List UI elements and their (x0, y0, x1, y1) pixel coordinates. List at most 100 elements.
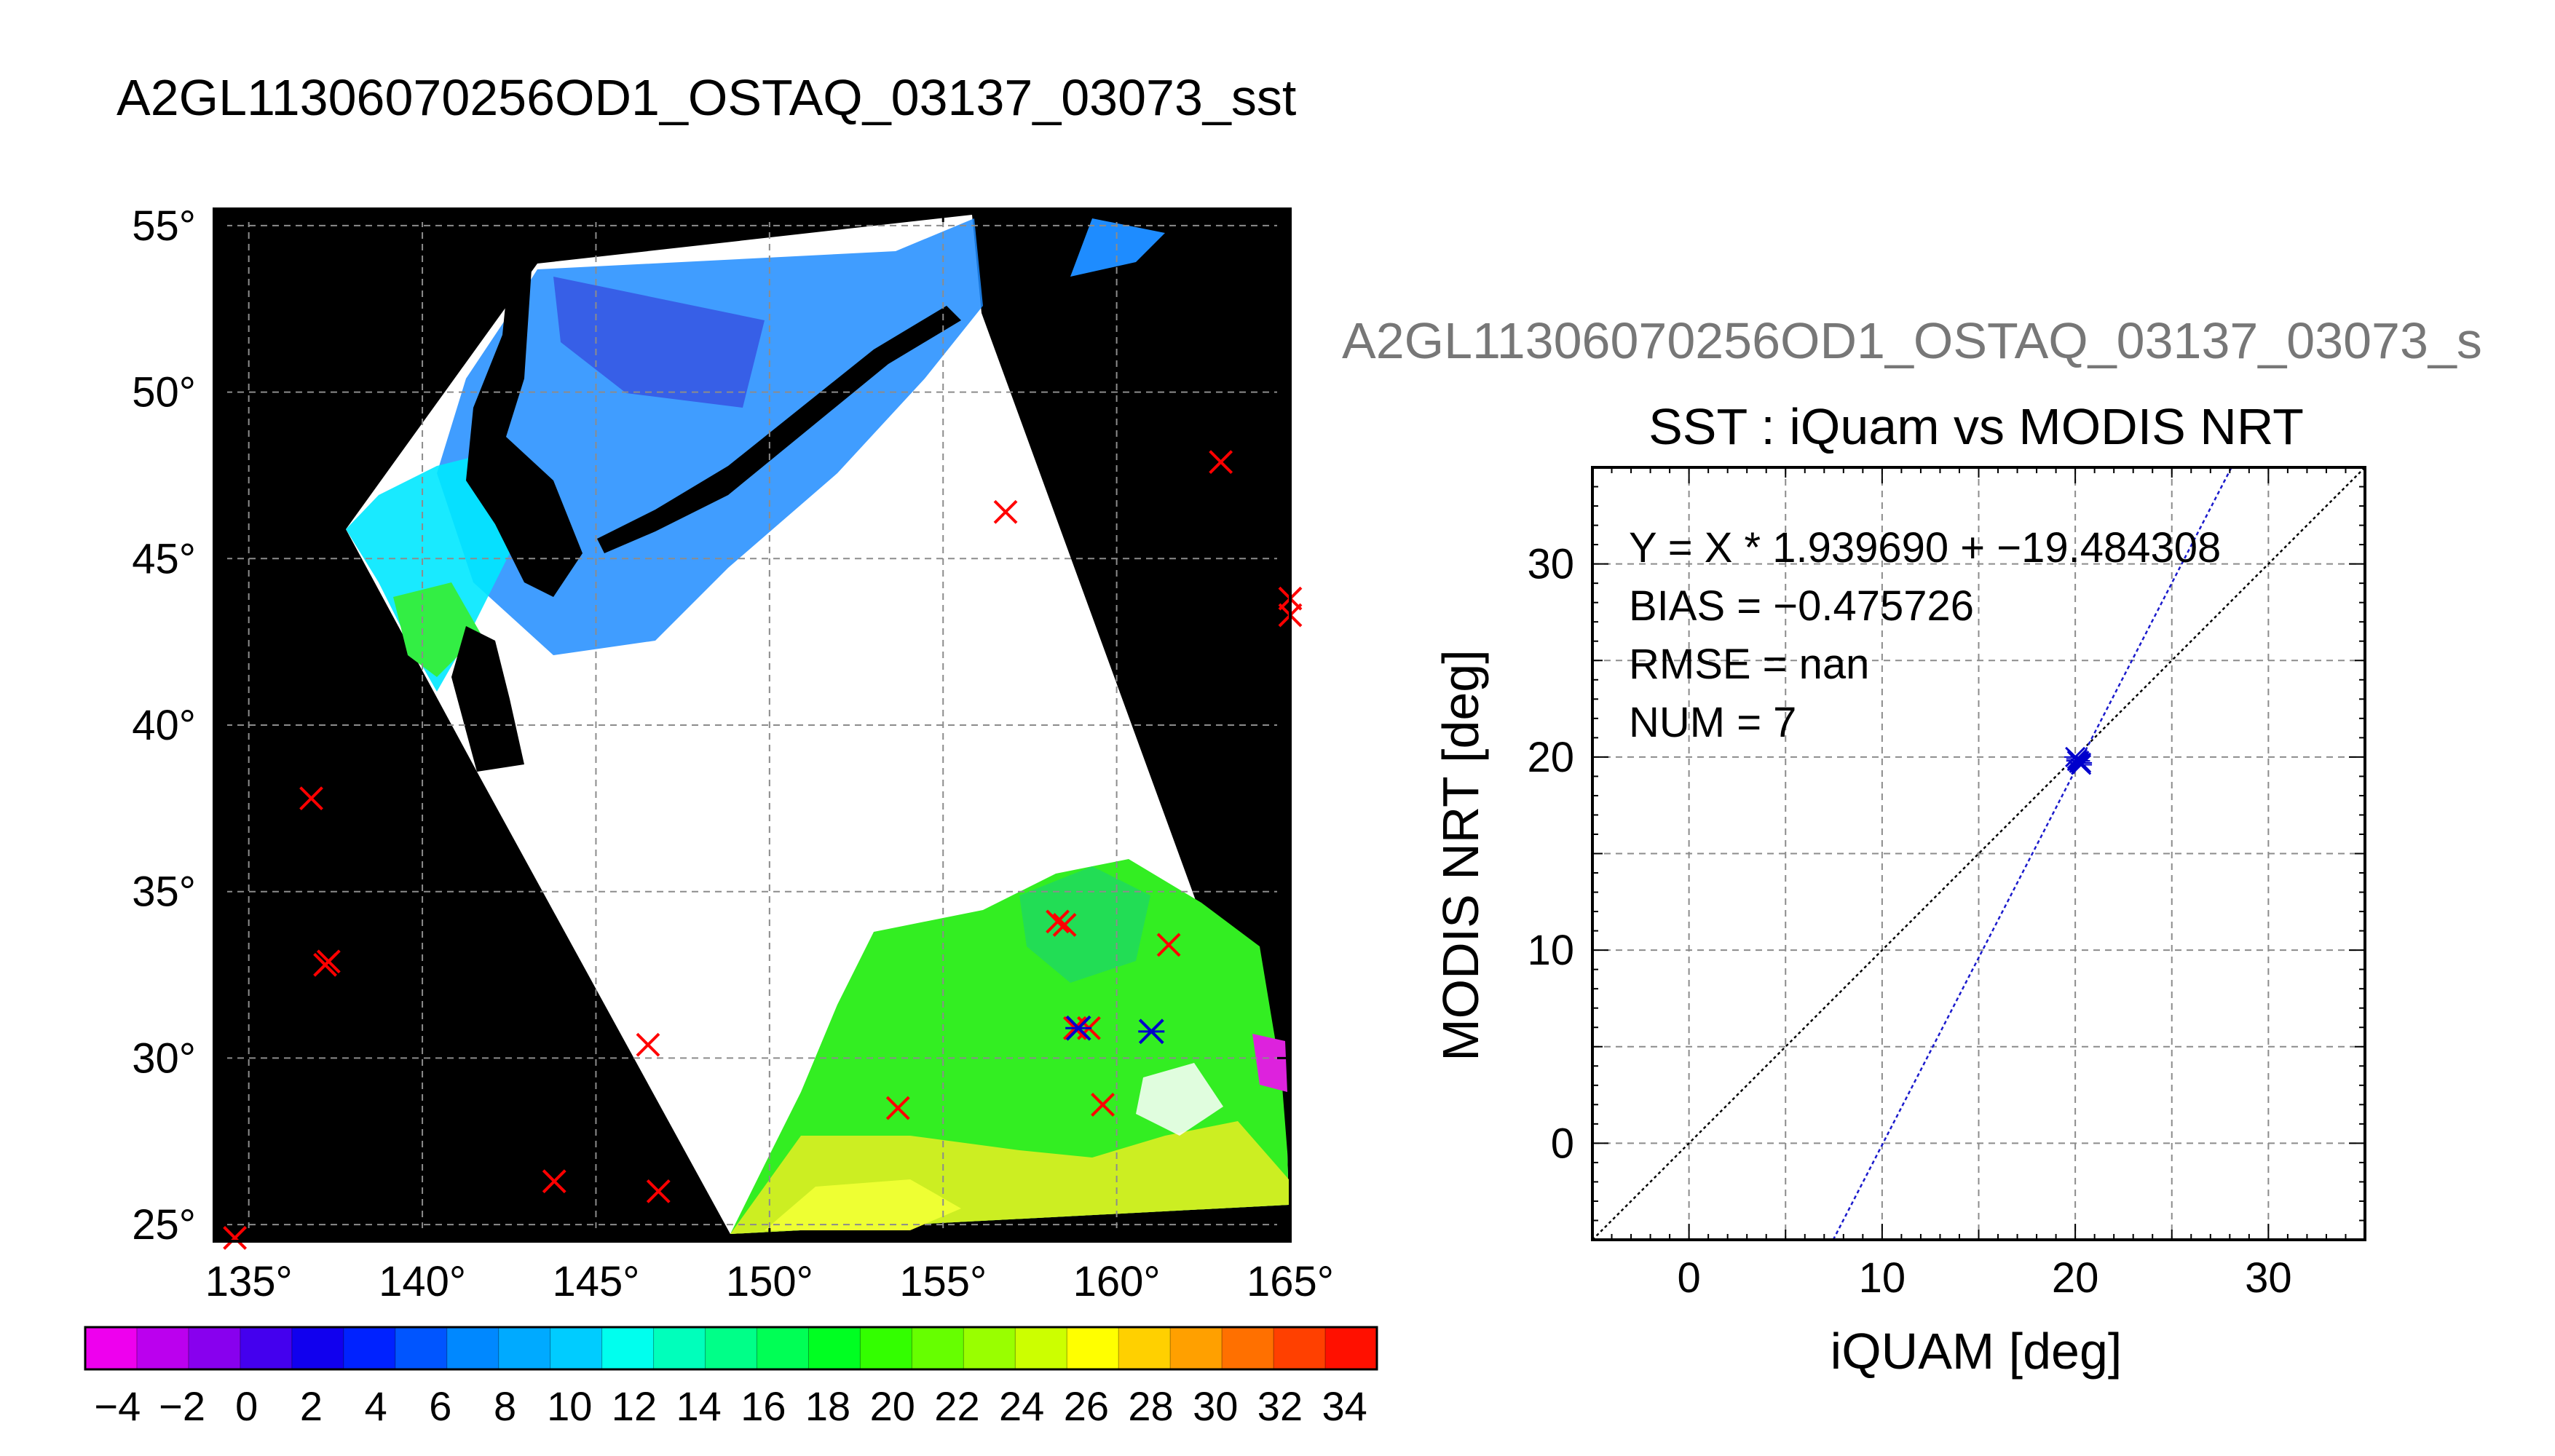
x-axis-label: iQUAM [deg] (1831, 1323, 2122, 1380)
fit-annotation: BIAS = −0.475726 (1629, 582, 1974, 630)
one-to-one-line (1592, 467, 2365, 1240)
colorbar-tick-label: 20 (870, 1383, 915, 1429)
fit-annotation: NUM = 7 (1629, 699, 1796, 746)
colorbar-tick-label: 14 (676, 1383, 722, 1429)
scatter-grid (1592, 467, 2365, 1240)
map-title: A2GL11306070256OD1_OSTAQ_03137_03073_sst (117, 69, 1296, 126)
lon-tick-label: 140° (379, 1258, 466, 1305)
colorbar-cell (1325, 1327, 1378, 1369)
marker-stroke (299, 786, 323, 811)
colorbar-cell (1273, 1327, 1326, 1369)
lat-tick-label: 50° (132, 369, 196, 416)
colorbar-frame (84, 1326, 1378, 1371)
fit-annotation: Y = X * 1.939690 + −19.484308 (1629, 524, 2221, 571)
x-tick-label: 10 (1859, 1254, 1906, 1302)
colorbar-cell (653, 1327, 706, 1369)
marker-stroke (993, 499, 1018, 524)
scatter-points (2064, 746, 2093, 775)
colorbar-labels: −4 −2 0 2 4 6 8 10 12 14 16 18 20 22 24 26 28 30 32 34 (94, 1383, 1367, 1429)
colorbar-cell (1118, 1327, 1171, 1369)
colorbar-cell (808, 1327, 861, 1369)
colorbar-tick-label: 28 (1128, 1383, 1173, 1429)
lat-tick-label: 55° (132, 202, 196, 250)
lon-tick-label: 145° (552, 1258, 639, 1305)
red-x-marker (646, 1179, 671, 1203)
scatter-lines (1592, 467, 2365, 1240)
colorbar: −4 −2 0 2 4 6 8 10 12 14 16 18 20 22 24 26 28 30 32 34 (84, 1326, 1378, 1429)
colorbar-cell (705, 1327, 757, 1369)
marker-stroke (223, 1226, 248, 1250)
lat-tick-label: 45° (132, 535, 196, 582)
red-x-marker (885, 1096, 910, 1120)
y-tick-label: 10 (1527, 927, 1574, 974)
cloud-patch-south (1136, 1063, 1223, 1136)
red-x-marker (1091, 1093, 1115, 1117)
colorbar-tick-label: 22 (934, 1383, 979, 1429)
sea-magenta-edge (1252, 1034, 1287, 1092)
colorbar-cell (860, 1327, 912, 1369)
colorbar-cell (188, 1327, 241, 1369)
lat-tick-label: 30° (132, 1034, 196, 1082)
scatter-title: SST : iQuam vs MODIS NRT (1648, 398, 2304, 455)
sea-green-patch (1019, 866, 1150, 983)
scatter-axis-ticks: 0 10 20 30 0 10 20 30 (1527, 467, 2366, 1302)
scatter-panel: SST : iQuam vs MODIS NRT 0 10 20 300102030 … (1432, 398, 2366, 1380)
lon-tick-label: 135° (205, 1258, 293, 1305)
marker-stroke (1046, 909, 1070, 934)
map-panel: 135° 140° 145° 150° 155° 160° 165° 25° 30° 35° 40°… (132, 202, 1334, 1305)
marker-stroke (885, 1096, 910, 1120)
land-hokkaido (466, 262, 583, 597)
colorbar-tick-label: 4 (365, 1383, 387, 1429)
colorbar-tick-label: −4 (94, 1383, 141, 1429)
marker-stroke (542, 1169, 566, 1194)
sst-field (346, 215, 1289, 1234)
lon-tick-label: 160° (1073, 1258, 1161, 1305)
sea-blue-kamchatka (1070, 218, 1165, 277)
lon-tick-label: 150° (726, 1258, 813, 1305)
red-x-marker (1052, 913, 1077, 937)
colorbar-cell (291, 1327, 344, 1369)
lon-tick-label: 155° (899, 1258, 987, 1305)
colorbar-tick-label: 32 (1257, 1383, 1303, 1429)
colorbar-tick-label: 2 (300, 1383, 323, 1429)
colorbar-cell (1170, 1327, 1223, 1369)
fit-annotation: RMSE = nan (1629, 641, 1869, 688)
colorbar-cell (1222, 1327, 1274, 1369)
red-x-marker (1156, 933, 1181, 957)
marker-stroke (1091, 1093, 1115, 1117)
x-tick-label: 20 (2052, 1254, 2099, 1302)
lon-tick-label: 165° (1247, 1258, 1334, 1305)
colorbar-tick-label: 6 (429, 1383, 451, 1429)
colorbar-cell (963, 1327, 1016, 1369)
marker-stroke (1156, 933, 1181, 957)
colorbar-cell (1015, 1327, 1067, 1369)
colorbar-tick-label: 12 (612, 1383, 657, 1429)
sea-yellow-band (765, 1179, 961, 1230)
colorbar-cell (601, 1327, 655, 1369)
colorbar-tick-label: −2 (159, 1383, 205, 1429)
y-tick-label: 20 (1527, 734, 1574, 781)
colorbar-cell (498, 1327, 551, 1369)
colorbar-tick-label: 10 (547, 1383, 592, 1429)
colorbar-cells (85, 1327, 1378, 1369)
land-kurils (597, 306, 961, 553)
map-markers (223, 450, 1303, 1250)
marker-stroke (316, 949, 341, 974)
red-x-marker (316, 949, 341, 974)
colorbar-cell (757, 1327, 809, 1369)
colorbar-tick-label: 16 (741, 1383, 786, 1429)
colorbar-cell (912, 1327, 964, 1369)
lat-tick-label: 35° (132, 869, 196, 916)
scatter-annotations: Y = X * 1.939690 + −19.484308 BIAS = −0.4… (1629, 524, 2221, 746)
red-x-marker (1209, 450, 1233, 475)
map-axis-ticks: 135° 140° 145° 150° 155° 160° 165° 25° 30° 35° 40°… (132, 202, 1334, 1305)
colorbar-tick-label: 26 (1064, 1383, 1109, 1429)
y-tick-label: 0 (1551, 1120, 1574, 1167)
scatter-point (2070, 752, 2093, 773)
blue-star-marker (1138, 1018, 1165, 1045)
lat-tick-label: 40° (132, 702, 196, 749)
colorbar-tick-label: 30 (1193, 1383, 1238, 1429)
marker-stroke (1052, 913, 1077, 937)
land-honshu (451, 626, 524, 772)
colorbar-cell (85, 1327, 138, 1369)
